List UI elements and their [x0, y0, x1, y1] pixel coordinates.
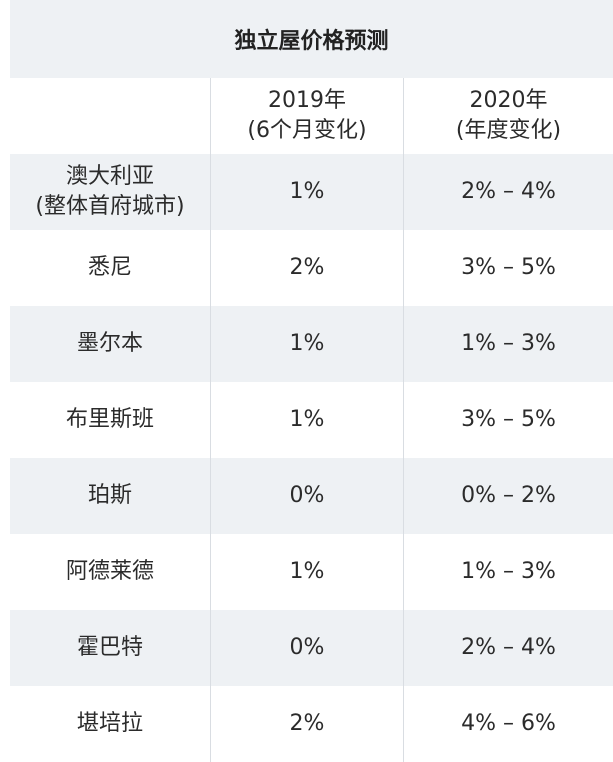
city-name: 珀斯: [87, 483, 132, 508]
header-2019-note: (6个月变化): [247, 118, 367, 143]
table-row: 阿德莱德 1% 1% – 3%: [10, 534, 613, 610]
header-2020-year: 2020年: [469, 88, 548, 113]
table-row: 珀斯 0% 0% – 2%: [10, 458, 613, 534]
city-name: 布里斯班: [65, 407, 154, 432]
table-row: 霍巴特 0% 2% – 4%: [10, 610, 613, 686]
value-2019: 1%: [210, 534, 403, 610]
value-2020: 1% – 3%: [403, 306, 613, 382]
table-row: 堪培拉 2% 4% – 6%: [10, 686, 613, 762]
header-2019: 2019年 (6个月变化): [210, 78, 403, 154]
city-name: 霍巴特: [76, 635, 143, 660]
value-2019: 2%: [210, 230, 403, 306]
city-cell: 澳大利亚 (整体首府城市): [10, 154, 210, 230]
table-row: 墨尔本 1% 1% – 3%: [10, 306, 613, 382]
city-note: (整体首府城市): [35, 194, 185, 219]
value-2020: 0% – 2%: [403, 458, 613, 534]
header-row: 2019年 (6个月变化) 2020年 (年度变化): [10, 78, 613, 154]
table-title: 独立屋价格预测: [10, 0, 613, 78]
value-2020: 2% – 4%: [403, 610, 613, 686]
table-row: 悉尼 2% 3% – 5%: [10, 230, 613, 306]
value-2020: 4% – 6%: [403, 686, 613, 762]
table-row: 澳大利亚 (整体首府城市) 1% 2% – 4%: [10, 154, 613, 230]
city-name: 堪培拉: [76, 711, 143, 736]
header-city: [10, 78, 210, 154]
value-2020: 2% – 4%: [403, 154, 613, 230]
table-row: 布里斯班 1% 3% – 5%: [10, 382, 613, 458]
header-2019-year: 2019年: [268, 88, 346, 113]
value-2020: 1% – 3%: [403, 534, 613, 610]
value-2019: 0%: [210, 458, 403, 534]
value-2020: 3% – 5%: [403, 382, 613, 458]
value-2020: 3% – 5%: [403, 230, 613, 306]
header-2020-note: (年度变化): [455, 118, 562, 143]
value-2019: 1%: [210, 154, 403, 230]
forecast-table: 独立屋价格预测 2019年 (6个月变化) 2020年 (年度变化) 澳大利亚 …: [10, 0, 613, 762]
value-2019: 1%: [210, 306, 403, 382]
city-name: 澳大利亚: [65, 164, 154, 189]
city-name: 墨尔本: [76, 331, 143, 356]
city-name: 阿德莱德: [65, 559, 154, 584]
value-2019: 2%: [210, 686, 403, 762]
header-2020: 2020年 (年度变化): [403, 78, 613, 154]
city-name: 悉尼: [87, 255, 132, 280]
value-2019: 1%: [210, 382, 403, 458]
value-2019: 0%: [210, 610, 403, 686]
